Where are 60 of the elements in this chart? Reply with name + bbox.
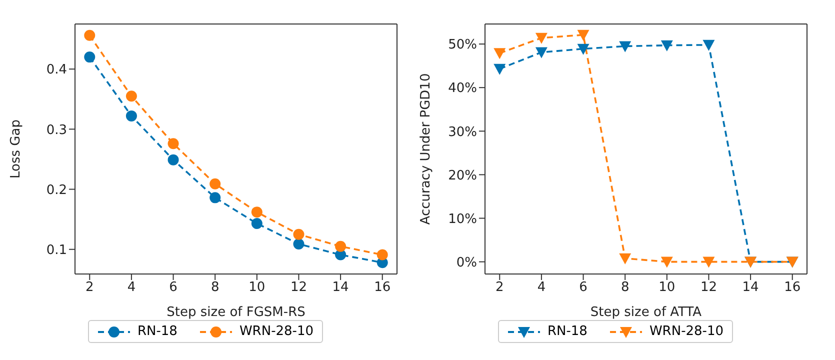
x-tick-label: 14	[742, 280, 759, 296]
point	[702, 256, 715, 268]
point	[126, 110, 137, 122]
x-tick-label: 16	[374, 280, 391, 296]
point	[535, 32, 548, 44]
point	[577, 44, 590, 55]
x-axis-title: Step size of FGSM-RS	[166, 305, 306, 320]
point	[335, 240, 346, 252]
legend-label: WRN-28-10	[648, 324, 724, 339]
y-tick-label: 30%	[448, 124, 477, 140]
x-tick-label: 16	[784, 280, 801, 296]
x-tick-label: 4	[127, 280, 136, 296]
point	[168, 138, 179, 150]
y-axis-title: Loss Gap	[8, 120, 24, 178]
point	[494, 64, 506, 75]
legend-label: RN-18	[136, 324, 178, 339]
point	[84, 52, 96, 63]
y-tick-label: 0.4	[46, 62, 67, 78]
point	[577, 30, 590, 41]
point	[660, 40, 673, 52]
y-tick-label: 0.3	[46, 122, 67, 138]
x-tick-label: 12	[700, 280, 717, 296]
point	[168, 154, 179, 166]
point	[210, 192, 221, 204]
x-tick-label: 8	[620, 280, 630, 296]
x-tick-label: 2	[85, 280, 94, 296]
x-tick-label: 6	[169, 280, 178, 296]
point	[494, 48, 506, 60]
x-axis-title: Step size of ATTA	[590, 305, 702, 320]
x-tick-label: 14	[332, 280, 349, 296]
legend-label: RN-18	[546, 324, 588, 339]
y-tick-label: 0%	[456, 255, 477, 270]
y-tick-label: 0.2	[46, 182, 67, 198]
point	[210, 178, 221, 190]
x-tick-label: 10	[248, 280, 266, 296]
point	[126, 90, 137, 102]
point	[293, 238, 304, 250]
point	[376, 249, 388, 260]
point	[619, 41, 632, 52]
point	[660, 256, 673, 268]
y-axis-title: Accuracy Under PGD10	[418, 73, 434, 225]
x-tick-label: 12	[290, 280, 307, 296]
point	[293, 228, 304, 240]
y-tick-label: 10%	[448, 212, 477, 227]
point	[535, 47, 548, 58]
point	[619, 253, 632, 264]
x-tick-label: 10	[658, 280, 676, 296]
point	[84, 30, 96, 41]
x-tick-label: 4	[537, 280, 546, 296]
x-tick-label: 2	[495, 280, 504, 296]
y-tick-label: 40%	[448, 81, 477, 96]
point	[702, 40, 715, 51]
x-tick-label: 8	[210, 280, 220, 296]
y-tick-label: 20%	[448, 168, 477, 184]
point	[251, 218, 262, 230]
legend-label: WRN-28-10	[238, 324, 314, 339]
y-tick-label: 50%	[448, 38, 477, 53]
y-tick-label: 0.1	[46, 242, 67, 258]
point	[251, 206, 262, 218]
x-tick-label: 6	[579, 280, 588, 296]
